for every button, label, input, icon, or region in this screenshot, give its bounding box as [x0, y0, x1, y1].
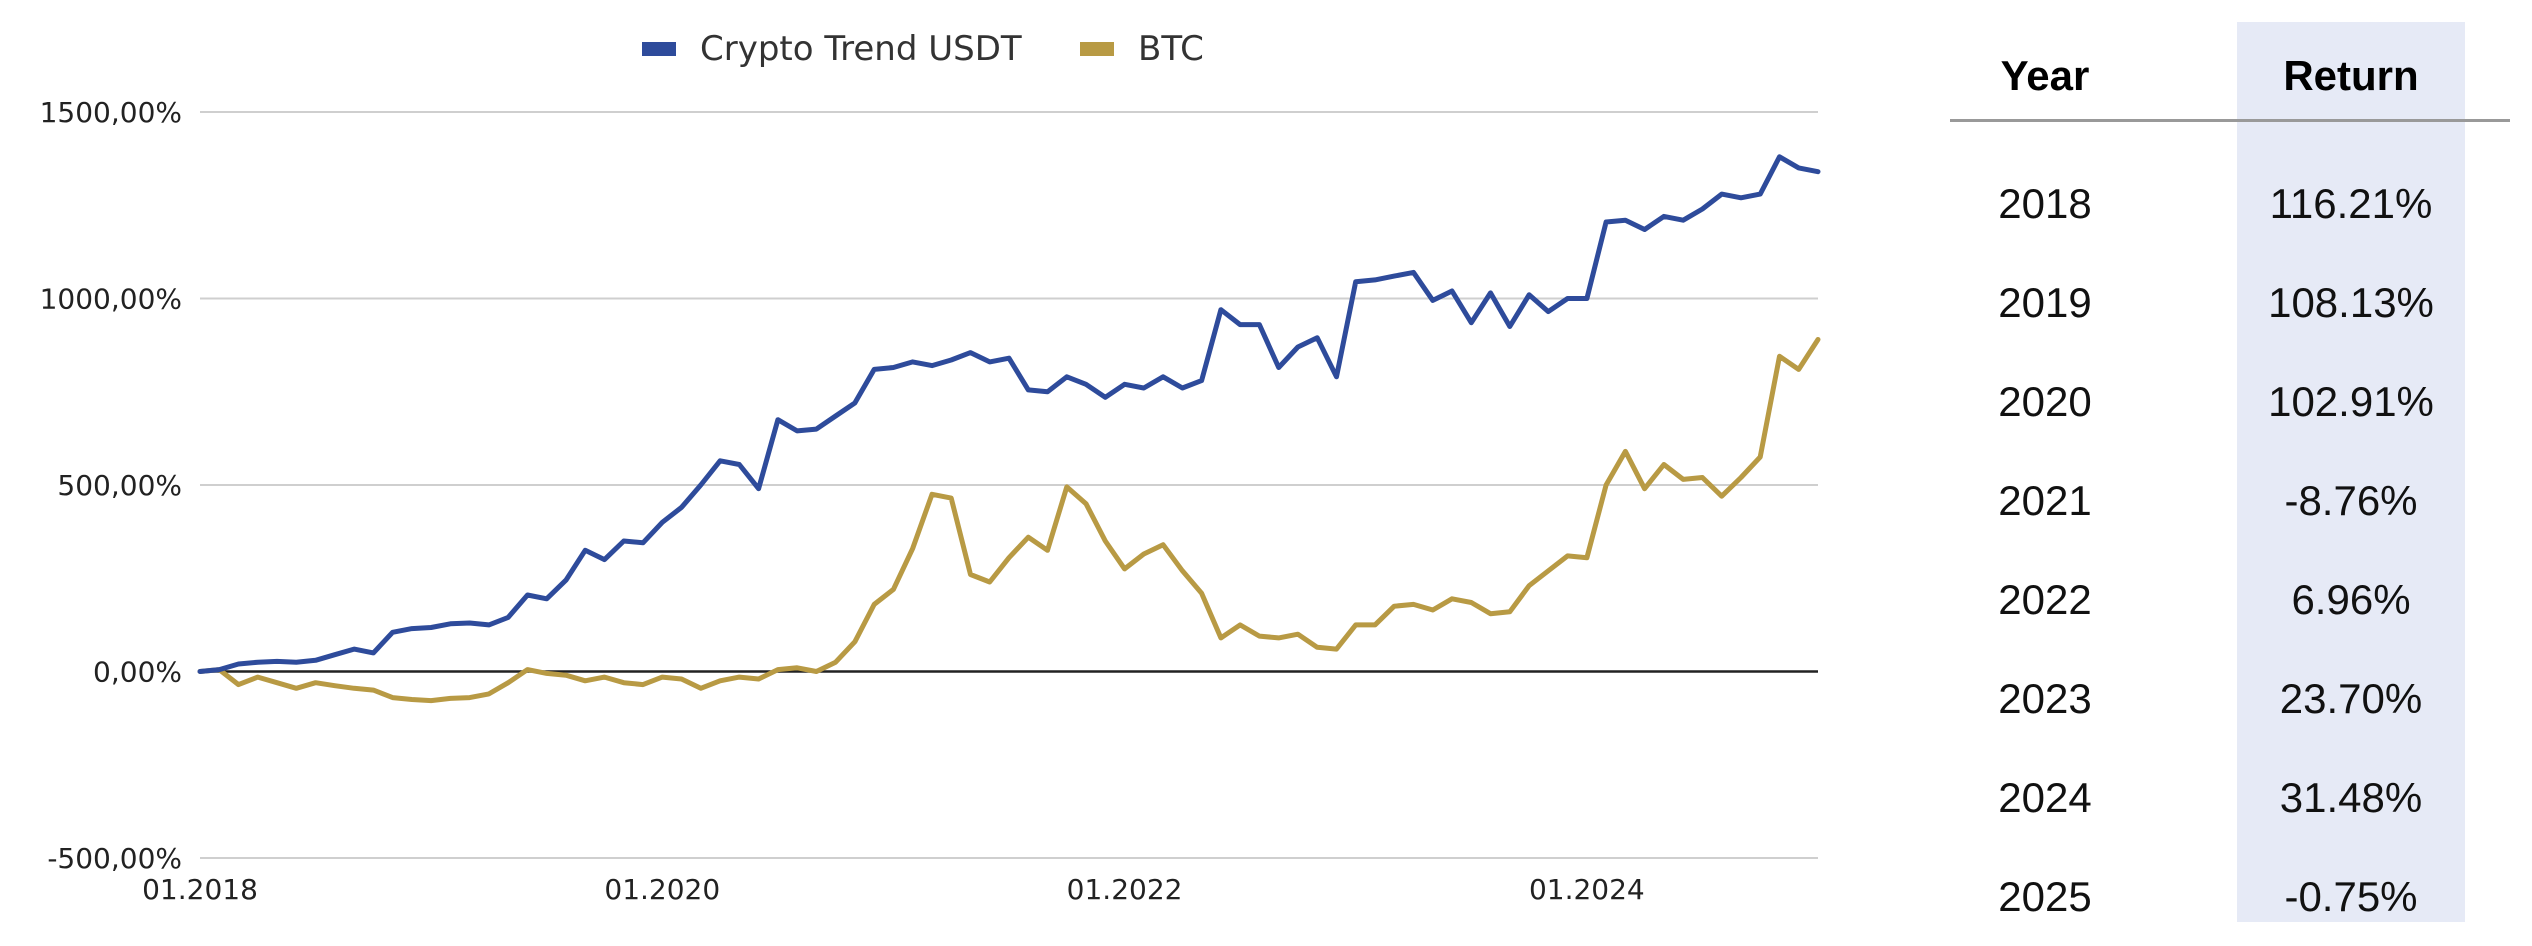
y-tick-label: 1500,00% — [40, 96, 182, 129]
x-tick-label: 01.2020 — [604, 873, 720, 906]
chart-gridlines — [200, 111, 1818, 859]
table-cell-year: 2022 — [1998, 576, 2092, 623]
x-tick-label: 01.2024 — [1529, 873, 1645, 906]
chart-series-lines — [197, 154, 1821, 704]
table-cell-return: -8.76% — [2284, 477, 2418, 524]
series-line-btc — [197, 337, 1821, 704]
header-divider — [1950, 119, 2510, 122]
y-axis: 1500,00% 1000,00% 500,00% 0,00% -500,00% — [40, 96, 182, 875]
table-cell-return: 6.96% — [2291, 576, 2411, 623]
table-cell-return: 102.91% — [2268, 378, 2434, 425]
table-cell-year: 2020 — [1998, 378, 2092, 425]
table-cell-year: 2019 — [1998, 279, 2092, 326]
year-header: Year — [2000, 52, 2090, 99]
y-tick-label: -500,00% — [47, 842, 182, 875]
legend-swatch — [642, 42, 676, 56]
y-tick-label: 500,00% — [57, 469, 182, 502]
x-tick-label: 01.2018 — [142, 873, 258, 906]
chart-legend: Crypto Trend USDT BTC — [642, 29, 1204, 69]
table-cell-return: 116.21% — [2269, 180, 2433, 227]
legend-label: BTC — [1138, 29, 1204, 69]
table-cell-return: 108.13% — [2268, 279, 2434, 326]
table-cell-year: 2018 — [1998, 180, 2092, 227]
line-chart: 1500,00% 1000,00% 500,00% 0,00% -500,00% 01.… — [40, 29, 1821, 906]
x-tick-label: 01.2022 — [1067, 873, 1183, 906]
return-column-background — [2237, 22, 2465, 922]
table-cell-year: 2021 — [1998, 477, 2092, 524]
legend-label: Crypto Trend USDT — [700, 29, 1022, 69]
table-cell-return: 31.48% — [2279, 774, 2423, 821]
table-cell-year: 2024 — [1998, 774, 2092, 821]
table-cell-return: 23.70% — [2279, 675, 2423, 722]
table-cell-return: -0.75% — [2284, 873, 2418, 920]
series-line-crypto-trend-usdt — [197, 154, 1821, 674]
annual-returns-table: Year Return 2018 116.21% 2019 108.13% 2020 10… — [1950, 22, 2510, 922]
table-cell-year: 2023 — [1998, 675, 2092, 722]
table-cell-year: 2025 — [1998, 873, 2092, 920]
x-axis: 01.2018 01.2020 01.2022 01.2024 — [142, 873, 1645, 906]
y-tick-label: 1000,00% — [40, 283, 182, 316]
return-header: Return — [2283, 52, 2419, 99]
legend-swatch — [1080, 42, 1114, 56]
y-tick-label: 0,00% — [93, 656, 182, 689]
